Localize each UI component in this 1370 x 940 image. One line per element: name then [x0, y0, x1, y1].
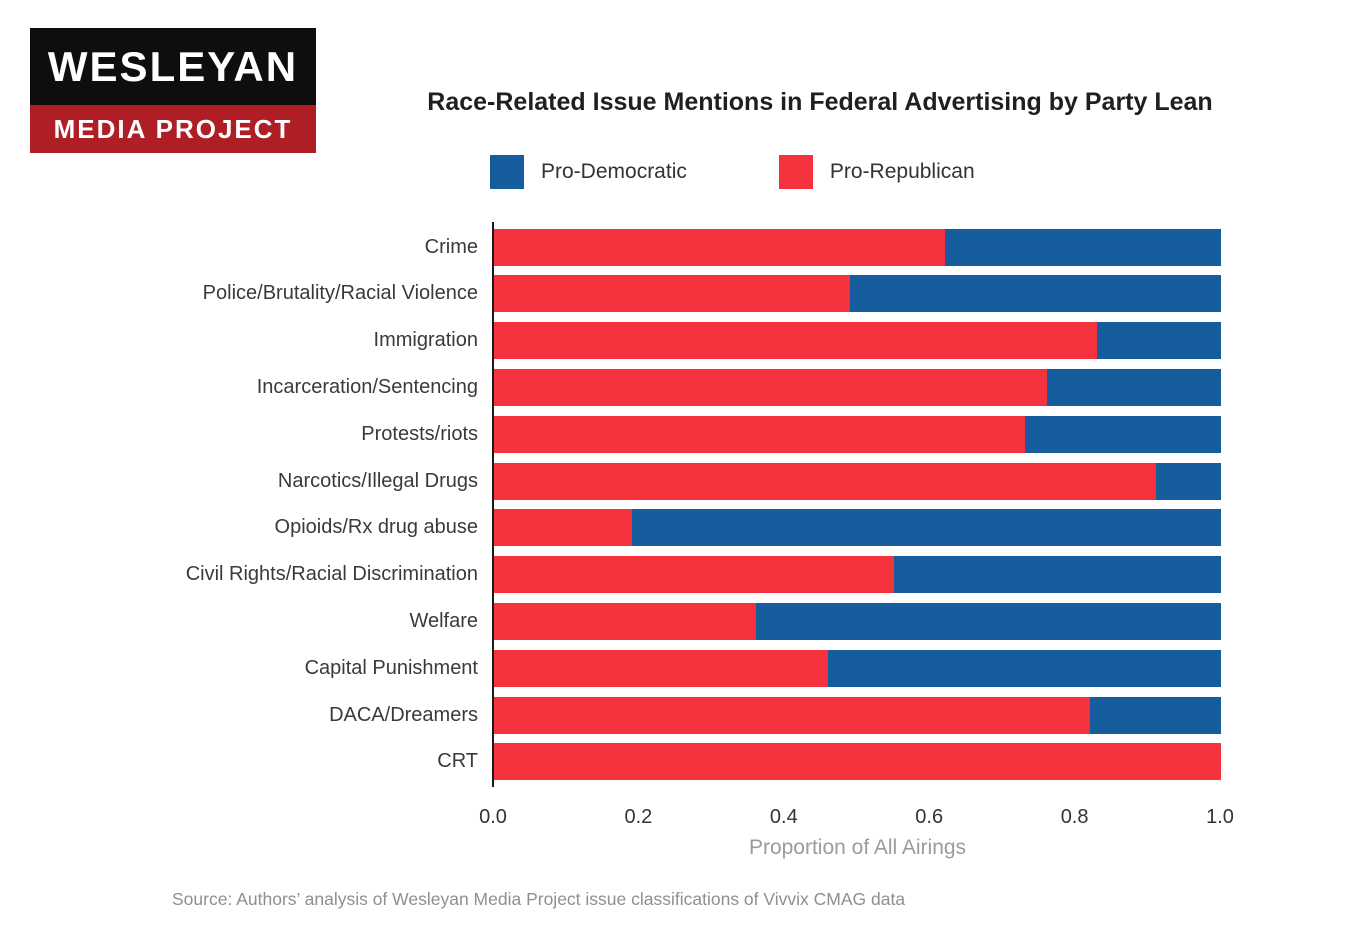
category-label: Opioids/Rx drug abuse: [274, 516, 478, 539]
stacked-bar: [494, 415, 1221, 453]
category-label: Capital Punishment: [304, 656, 478, 679]
wesleyan-media-project-logo: WESLEYAN MEDIA PROJECT: [30, 28, 316, 153]
x-tick-label: 0.4: [769, 806, 798, 828]
y-axis-line: [492, 222, 494, 787]
bar-segment-pro-democratic: [1090, 696, 1221, 734]
stacked-bar: [494, 322, 1221, 360]
stacked-bar: [494, 556, 1221, 594]
x-tick-label: 1.0: [1206, 806, 1234, 828]
category-label: Civil Rights/Racial Discrimination: [185, 563, 478, 586]
stacked-bar: [494, 696, 1221, 734]
stacked-bar: [494, 275, 1221, 313]
bar-segment-pro-republican: [494, 322, 1098, 360]
legend-item: Pro-Democratic: [490, 155, 687, 189]
category-label: Incarceration/Sentencing: [256, 375, 478, 398]
bar-segment-pro-republican: [494, 275, 851, 313]
stacked-bar: [494, 649, 1221, 687]
legend-label: Pro-Republican: [829, 160, 975, 183]
bar-segment-pro-republican: [494, 602, 756, 640]
category-label: Welfare: [409, 609, 478, 632]
bar-segment-pro-democratic: [1155, 462, 1221, 500]
logo-media-project-text: MEDIA PROJECT: [30, 105, 316, 153]
category-label: DACA/Dreamers: [329, 703, 478, 726]
bar-segment-pro-republican: [494, 462, 1156, 500]
x-tick-label: 0.2: [624, 806, 653, 828]
x-tick-label: 0.8: [1060, 806, 1089, 828]
bar-segment-pro-democratic: [828, 649, 1221, 687]
bar-segment-pro-democratic: [755, 602, 1221, 640]
category-label: Immigration: [373, 329, 478, 352]
chart-legend: Pro-Democratic Pro-Republican: [490, 155, 1067, 189]
bar-segment-pro-democratic: [893, 556, 1221, 594]
x-tick-label: 0.0: [479, 806, 507, 828]
bar-segment-pro-democratic: [944, 228, 1221, 266]
stacked-bar: [494, 462, 1221, 500]
stacked-bar: [494, 368, 1221, 406]
logo-wesleyan-text: WESLEYAN: [30, 28, 316, 105]
bar-segment-pro-republican: [494, 509, 633, 547]
stacked-bar: [494, 602, 1221, 640]
bar-segment-pro-republican: [494, 415, 1025, 453]
bar-segment-pro-democratic: [1097, 322, 1221, 360]
legend-swatch: [778, 155, 813, 189]
stacked-bar: [494, 509, 1221, 547]
x-tick-label: 0.6: [915, 806, 944, 828]
category-label: Narcotics/Illegal Drugs: [277, 469, 478, 492]
legend-item: Pro-Republican: [778, 155, 975, 189]
legend-swatch: [490, 155, 524, 189]
bar-segment-pro-democratic: [850, 275, 1221, 313]
x-axis-label: Proportion of All Airings: [748, 836, 967, 859]
legend-label: Pro-Democratic: [541, 160, 687, 183]
bar-segment-pro-republican: [494, 743, 1221, 781]
source-note: Source: Authors’ analysis of Wesleyan Me…: [172, 889, 906, 909]
category-label: CRT: [437, 750, 478, 773]
stacked-bar: [494, 228, 1221, 266]
bar-segment-pro-republican: [494, 649, 829, 687]
bar-segment-pro-democratic: [632, 509, 1221, 547]
bar-segment-pro-republican: [494, 368, 1047, 406]
stacked-bar: [494, 743, 1221, 781]
bar-segment-pro-democratic: [1046, 368, 1221, 406]
bar-segment-pro-republican: [494, 696, 1091, 734]
category-label: Crime: [424, 235, 478, 258]
category-label: Police/Brutality/Racial Violence: [202, 282, 478, 305]
bar-segment-pro-republican: [494, 556, 894, 594]
bar-segment-pro-republican: [494, 228, 945, 266]
bar-segment-pro-democratic: [1024, 415, 1221, 453]
chart-title: Race-Related Issue Mentions in Federal A…: [427, 88, 1213, 116]
category-label: Protests/riots: [361, 422, 478, 445]
